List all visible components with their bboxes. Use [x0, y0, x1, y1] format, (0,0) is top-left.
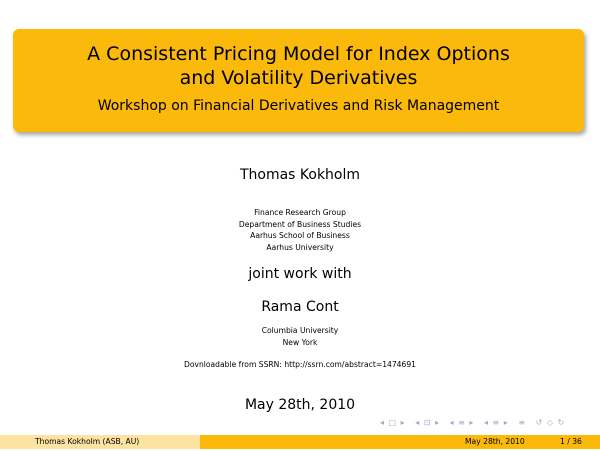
nav-section-icon[interactable]: ◂ ≡ ▸ [449, 418, 475, 427]
coauthor-name: Rama Cont [261, 299, 339, 315]
footer-left: Thomas Kokholm (ASB, AU) [0, 435, 200, 449]
author-affiliation: Finance Research Group Department of Bus… [0, 207, 600, 253]
affiliation-line: Department of Business Studies [238, 219, 362, 229]
affiliation-line: New York [282, 337, 318, 347]
subtitle: Workshop on Financial Derivatives and Ri… [97, 98, 500, 114]
coauthor-affiliation: Columbia University New York [0, 325, 600, 348]
beamer-navigation: ◂ □ ▸ ◂ ⊡ ▸ ◂ ≡ ▸ ◂ ≡ ▸ ≡ ↺ ◇ ↻ [380, 418, 571, 427]
title-line-2: and Volatility Derivatives [179, 67, 418, 89]
presentation-date: May 28th, 2010 [244, 397, 356, 413]
affiliation-line: Aarhus School of Business [250, 231, 350, 240]
title-block: A Consistent Pricing Model for Index Opt… [13, 29, 584, 132]
nav-frame-icon[interactable]: ◂ □ ▸ [380, 418, 406, 427]
affiliation-line: Finance Research Group [254, 208, 346, 217]
download-note: Dovnloadable from SSRN: http://ssrn.com/… [183, 360, 417, 369]
nav-align-icon[interactable]: ≡ [518, 418, 527, 427]
footer-date: May 28th, 2010 [465, 437, 525, 446]
nav-search-icon[interactable]: ↺ ◇ ↻ [535, 418, 566, 427]
affiliation-line: Aarhus University [266, 242, 334, 252]
author-name: Thomas Kokholm [239, 167, 361, 183]
footer-right: May 28th, 2010 1 / 36 [200, 435, 600, 449]
nav-subsection-icon[interactable]: ◂ ⊡ ▸ [415, 418, 441, 427]
nav-subsection-list-icon[interactable]: ◂ ≡ ▸ [483, 418, 509, 427]
title-line-1: A Consistent Pricing Model for Index Opt… [87, 43, 510, 65]
joint-work-label: joint work with [248, 266, 352, 282]
footer-author: Thomas Kokholm (ASB, AU) [35, 437, 140, 446]
affiliation-line: Columbia University [261, 326, 339, 335]
footer-page-number: 1 / 36 [560, 437, 582, 446]
footer-bar: Thomas Kokholm (ASB, AU) May 28th, 2010 … [0, 435, 600, 451]
